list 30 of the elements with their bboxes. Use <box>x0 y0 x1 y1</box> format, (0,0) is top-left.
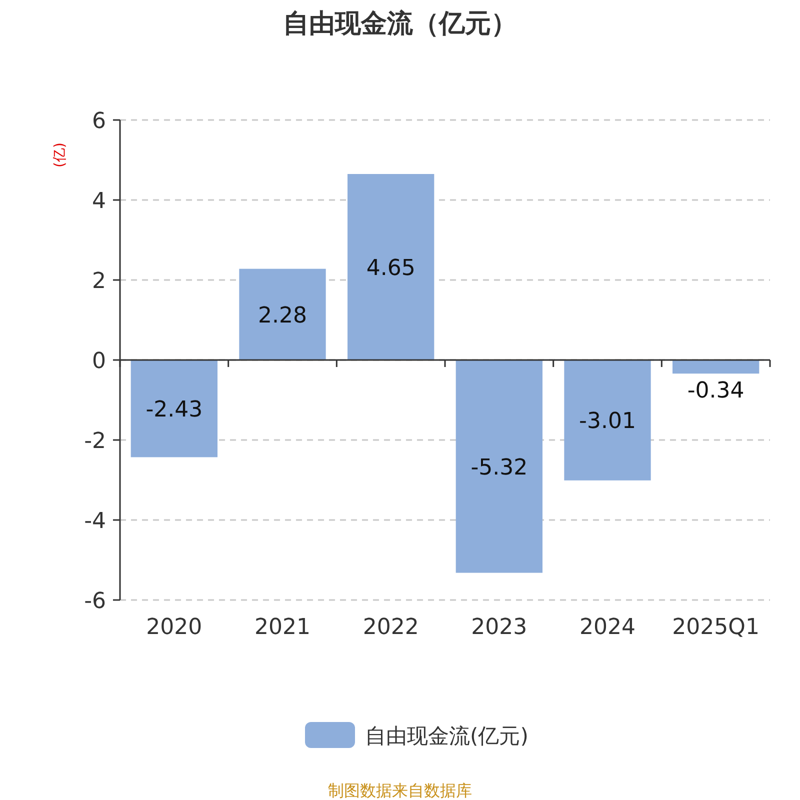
x-tick-label: 2024 <box>580 615 636 640</box>
bar <box>564 360 651 480</box>
x-tick-label: 2021 <box>254 615 310 640</box>
x-tick-label: 2023 <box>471 615 528 640</box>
data-label: 2.28 <box>258 303 307 328</box>
bar <box>348 174 434 360</box>
y-tick-label: 0 <box>92 349 106 374</box>
data-label: 4.65 <box>366 256 416 281</box>
bar <box>456 360 542 573</box>
data-label: -0.34 <box>687 378 744 404</box>
y-tick-label: -2 <box>84 429 106 454</box>
y-tick-label: -6 <box>84 589 106 614</box>
data-label: -3.01 <box>579 409 636 434</box>
legend: 自由现金流(亿元) <box>305 722 528 748</box>
data-label: -5.32 <box>470 455 528 480</box>
legend-label: 自由现金流(亿元) <box>365 724 528 748</box>
y-axis-title: (亿) <box>52 142 68 168</box>
y-tick-label: 4 <box>92 189 106 214</box>
text: 制图数据来自数据库 <box>328 781 472 800</box>
bar <box>672 360 760 374</box>
x-tick-label: 2020 <box>146 615 202 640</box>
bar <box>239 268 326 360</box>
chart-title: 自由现金流（亿元） <box>283 9 517 39</box>
data-label: -2.43 <box>146 398 203 423</box>
x-tick-label: 2022 <box>362 615 419 640</box>
bar <box>130 360 218 458</box>
y-tick-label: 6 <box>92 109 106 134</box>
y-tick-label: -4 <box>84 509 106 534</box>
y-tick-label: 2 <box>92 269 106 294</box>
x-tick-label: 2025Q1 <box>672 615 760 640</box>
